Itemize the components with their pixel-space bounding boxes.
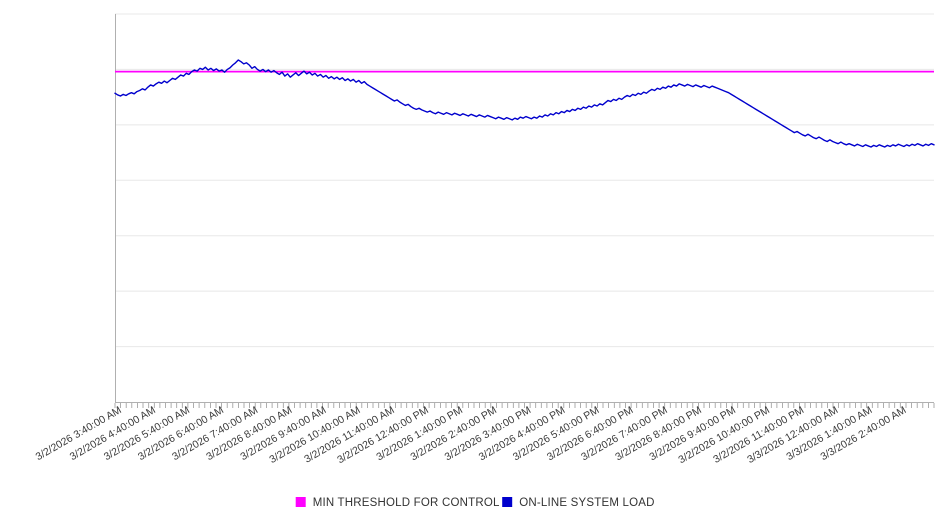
- legend-swatch[interactable]: [502, 497, 513, 507]
- x-axis-minor-ticks: [114, 403, 935, 408]
- legend-swatch[interactable]: [295, 497, 306, 507]
- chart-legend: MIN THRESHOLD FOR CONTROL ON-LINE SYSTEM …: [295, 497, 654, 509]
- x-axis-tick-labels: 3/2/2026 3:40:00 AM3/2/2026 4:40:00 AM3/…: [34, 404, 909, 466]
- load-line: [114, 59, 935, 148]
- legend-label[interactable]: MIN THRESHOLD FOR CONTROL: [313, 497, 500, 509]
- series-load-line: [114, 59, 935, 148]
- gridlines: [115, 13, 934, 348]
- legend-label[interactable]: ON-LINE SYSTEM LOAD: [519, 497, 654, 509]
